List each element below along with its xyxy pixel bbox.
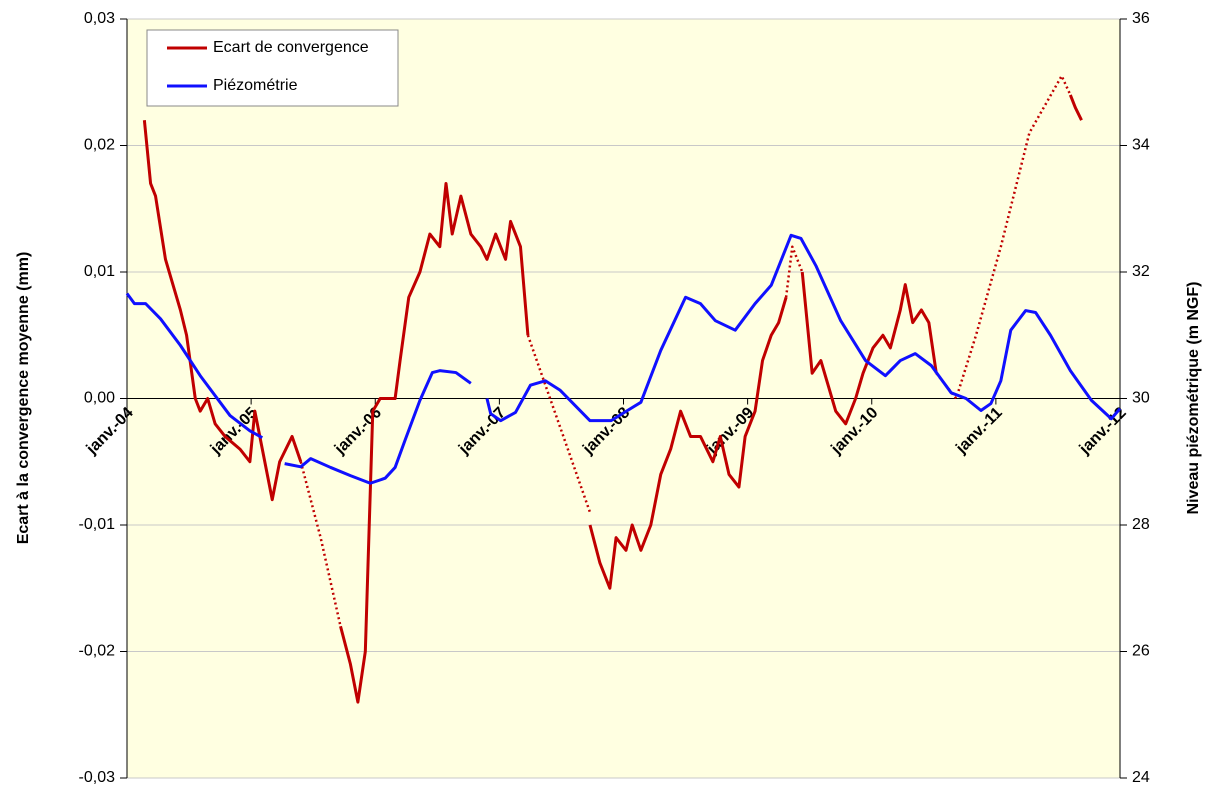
y-tick-label: 0,02: [84, 137, 115, 154]
y-tick-label: 0,03: [84, 10, 115, 27]
series-line: [142, 94, 1083, 704]
legend-label: Ecart de convergence: [213, 39, 369, 56]
y-tick-label: -0,01: [79, 516, 116, 533]
y2-tick-label: 28: [1132, 516, 1150, 533]
y2-axis-title: Niveau piézométrique (m NGF): [1185, 282, 1202, 515]
y2-tick-label: 30: [1132, 390, 1150, 407]
y-tick-label: -0,02: [79, 643, 116, 660]
y-tick-label: -0,03: [79, 769, 116, 786]
y-tick-label: 0,01: [84, 263, 115, 280]
legend-label: Piézométrie: [213, 77, 298, 94]
y2-tick-label: 36: [1132, 10, 1150, 27]
y-tick-label: 0,00: [84, 390, 115, 407]
y2-tick-label: 32: [1132, 263, 1150, 280]
legend-box: [146, 29, 399, 107]
y2-tick-label: 26: [1132, 643, 1150, 660]
series-line: [125, 233, 1122, 485]
y2-tick-label: 34: [1132, 137, 1150, 154]
y2-tick-label: 24: [1132, 769, 1150, 786]
y-axis-title: Ecart à la convergence moyenne (mm): [15, 252, 32, 545]
